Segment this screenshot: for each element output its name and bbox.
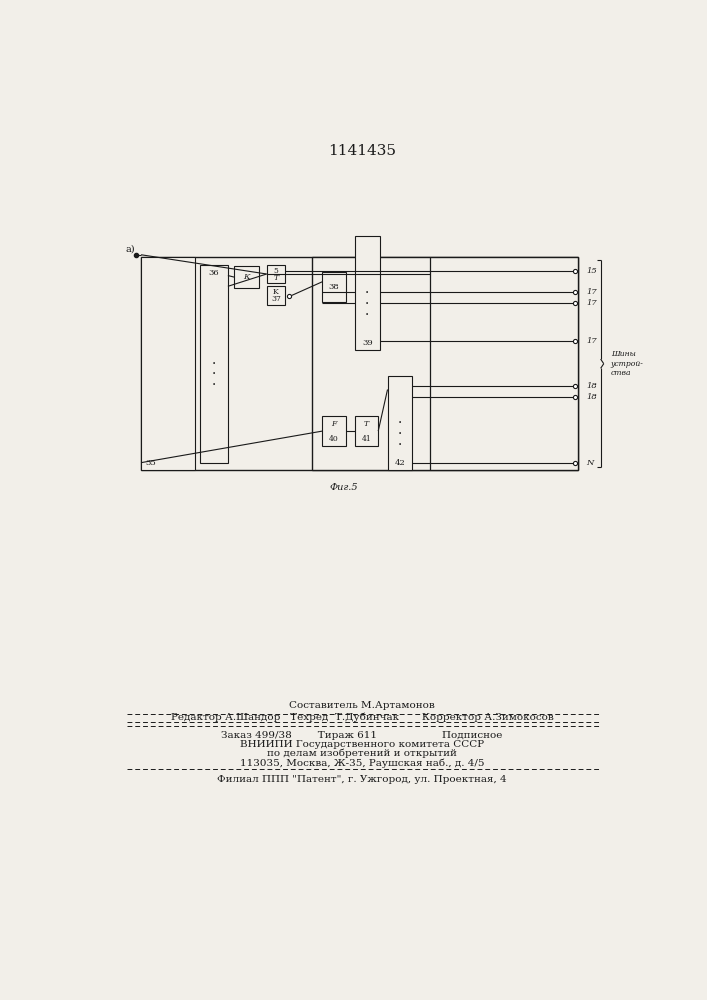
Text: 17: 17 [586,299,597,307]
Text: T: T [364,420,369,428]
Bar [355,416,378,446]
Text: ·: · [211,378,216,392]
Text: Филиал ППП "Патент", г. Ужгород, ул. Проектная, 4: Филиал ППП "Патент", г. Ужгород, ул. Про… [217,775,507,784]
Text: устрой-: устрой- [611,360,643,368]
Bar [355,236,380,350]
Text: 38: 38 [329,283,339,291]
Text: 15: 15 [586,267,597,275]
Text: 42: 42 [395,459,405,467]
Text: К: К [243,273,250,281]
Text: ·: · [398,427,402,441]
Text: ·: · [366,286,370,300]
Text: ВНИИПИ Государственного комитета СССР: ВНИИПИ Государственного комитета СССР [240,740,484,749]
Text: 35: 35 [146,459,156,467]
Text: ·: · [366,297,370,311]
Text: а): а) [125,245,135,254]
Bar [322,416,346,446]
Text: 39: 39 [362,339,373,347]
Text: 1141435: 1141435 [328,144,396,158]
Text: F: F [332,420,337,428]
Text: 17: 17 [586,337,597,345]
Text: T: T [274,274,279,282]
Text: по делам изобретений и открытий: по делам изобретений и открытий [267,749,457,758]
Bar [200,265,228,463]
Text: Составитель М.Артамонов: Составитель М.Артамонов [289,701,435,710]
Text: ·: · [211,367,216,381]
Text: ·: · [398,416,402,430]
Text: Редактор А.Шандор   Техред  Т.Дубинчак       Корректор А.Зимокосов: Редактор А.Шандор Техред Т.Дубинчак Корр… [170,713,554,722]
Text: Фиг.5: Фиг.5 [329,483,358,492]
Bar [322,272,346,302]
Text: 40: 40 [329,435,339,443]
Text: N: N [586,459,593,467]
Text: 36: 36 [209,269,219,277]
Text: K: K [273,288,279,296]
Text: 18: 18 [586,393,597,401]
Bar [312,257,578,470]
Text: ства: ства [611,369,631,377]
Text: Шины: Шины [611,350,636,358]
Bar [234,266,259,288]
Text: Заказ 499/38        Тираж 611                    Подписное: Заказ 499/38 Тираж 611 Подписное [221,731,503,740]
Bar [267,286,285,305]
Bar [141,257,578,470]
Text: ·: · [398,438,402,452]
Bar [387,376,412,470]
Text: 17: 17 [586,288,597,296]
Text: 41: 41 [362,435,371,443]
Text: 18: 18 [586,382,597,390]
Text: ·: · [211,357,216,371]
Bar [141,257,195,470]
Bar [267,265,285,283]
Text: 113035, Москва, Ж-35, Раушская наб., д. 4/5: 113035, Москва, Ж-35, Раушская наб., д. … [240,758,484,768]
Text: ·: · [366,308,370,322]
Text: 5: 5 [274,267,279,275]
Text: 37: 37 [271,295,281,303]
